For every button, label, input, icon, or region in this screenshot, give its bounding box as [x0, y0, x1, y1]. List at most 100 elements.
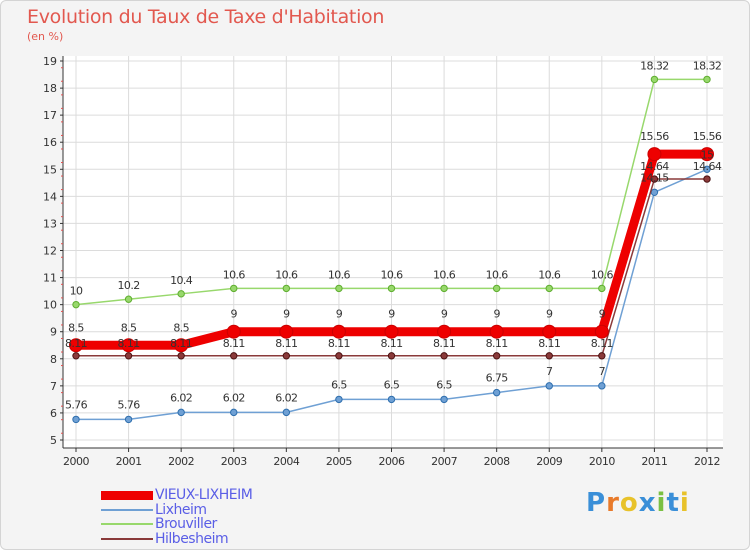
- data-point: [174, 338, 189, 353]
- x-tick-label: 2003: [221, 455, 247, 468]
- x-tick-label: 2010: [589, 455, 615, 468]
- x-tick-label: 2001: [116, 455, 142, 468]
- data-point: [492, 284, 501, 293]
- data-label: 9: [231, 308, 238, 321]
- data-label: 9: [336, 308, 343, 321]
- logo-letter: i: [679, 488, 690, 518]
- data-point: [124, 415, 133, 424]
- y-tick-label: 6: [50, 407, 57, 420]
- chart-title: Evolution du Taux de Taxe d'Habitation: [27, 6, 385, 28]
- data-point: [226, 324, 241, 339]
- data-point: [177, 408, 185, 417]
- legend-swatch: [101, 508, 153, 511]
- data-point: [177, 290, 185, 298]
- data-label: 10.6: [380, 268, 403, 281]
- data-label: 15: [701, 148, 714, 161]
- legend-label: Lixheim: [155, 501, 207, 518]
- data-point: [282, 408, 291, 417]
- data-point: [545, 284, 553, 293]
- y-tick-label: 15: [43, 163, 57, 176]
- data-label: 8.11: [380, 337, 402, 350]
- data-label: 8.11: [223, 337, 245, 350]
- data-label: 7: [599, 365, 606, 378]
- data-label: 8.11: [275, 337, 297, 350]
- data-label: 9: [283, 308, 290, 321]
- y-tick-label: 5: [50, 434, 57, 447]
- data-point: [647, 147, 662, 162]
- y-tick-label: 16: [43, 136, 57, 149]
- y-tick-label: 13: [43, 217, 57, 230]
- data-label: 10.6: [538, 268, 561, 281]
- logo-letter: o: [619, 488, 639, 518]
- data-label: 8.11: [65, 337, 87, 350]
- x-tick-label: 2012: [694, 455, 720, 468]
- legend-label: Brouviller: [155, 516, 217, 533]
- data-point: [545, 352, 553, 360]
- y-tick-label: 18: [43, 82, 57, 95]
- chart-subtitle: (en %): [27, 30, 64, 43]
- x-tick-label: 2006: [379, 455, 405, 468]
- data-point: [598, 284, 606, 293]
- data-label: 6.5: [331, 378, 347, 391]
- data-label: 15.56: [693, 130, 722, 143]
- data-point: [545, 382, 553, 390]
- data-label: 9: [599, 308, 606, 321]
- data-label: 8.5: [121, 321, 137, 334]
- data-label: 5.76: [65, 398, 88, 411]
- data-label: 10.4: [170, 274, 193, 287]
- data-point: [650, 75, 659, 84]
- data-label: 14.64: [693, 160, 722, 173]
- data-point: [384, 324, 399, 339]
- data-label: 10.6: [328, 268, 351, 281]
- y-tick-label: 19: [43, 55, 57, 68]
- data-point: [335, 284, 343, 293]
- data-point: [230, 352, 238, 360]
- data-point: [703, 75, 711, 84]
- data-label: 8.11: [538, 337, 560, 350]
- data-point: [331, 324, 346, 339]
- data-point: [598, 352, 606, 360]
- data-label: 6.5: [384, 378, 400, 391]
- data-label: 7: [546, 365, 553, 378]
- plot-area: [63, 56, 723, 448]
- x-tick-label: 2009: [536, 455, 562, 468]
- x-tick-label: 2005: [326, 455, 352, 468]
- data-label: 15.56: [640, 130, 669, 143]
- data-point: [542, 324, 557, 339]
- y-tick-label: 17: [43, 109, 57, 122]
- data-point: [594, 324, 609, 339]
- data-point: [72, 352, 80, 360]
- data-point: [177, 352, 185, 360]
- data-point: [282, 352, 291, 360]
- chart-legend: VIEUX-LIXHEIM Lixheim Brouviller Hilbesheim: [101, 488, 253, 546]
- data-point: [440, 395, 448, 404]
- data-label: 6.02: [275, 391, 297, 404]
- data-label: 8.5: [173, 321, 189, 334]
- x-tick-label: 2007: [431, 455, 457, 468]
- data-label: 9: [493, 308, 500, 321]
- x-tick-label: 2011: [641, 455, 667, 468]
- data-point: [650, 188, 659, 196]
- data-label: 10.6: [275, 268, 298, 281]
- data-label: 6.75: [486, 372, 509, 385]
- data-label: 8.11: [170, 337, 192, 350]
- data-label: 9: [546, 308, 553, 321]
- data-point: [335, 352, 343, 360]
- data-point: [492, 388, 501, 397]
- y-tick-label: 8: [50, 353, 57, 366]
- data-label: 10.6: [591, 268, 614, 281]
- data-label: 10.6: [223, 268, 246, 281]
- logo-letter: r: [606, 488, 620, 518]
- data-label: 9: [388, 308, 395, 321]
- data-point: [387, 284, 396, 293]
- data-point: [121, 338, 136, 353]
- legend-item: VIEUX-LIXHEIM: [101, 488, 253, 503]
- data-point: [492, 352, 501, 360]
- data-label: 6.02: [223, 391, 245, 404]
- data-point: [230, 408, 238, 417]
- legend-swatch: [101, 523, 153, 526]
- data-point: [700, 147, 714, 162]
- legend-item: Lixheim: [101, 503, 252, 518]
- data-point: [124, 352, 133, 360]
